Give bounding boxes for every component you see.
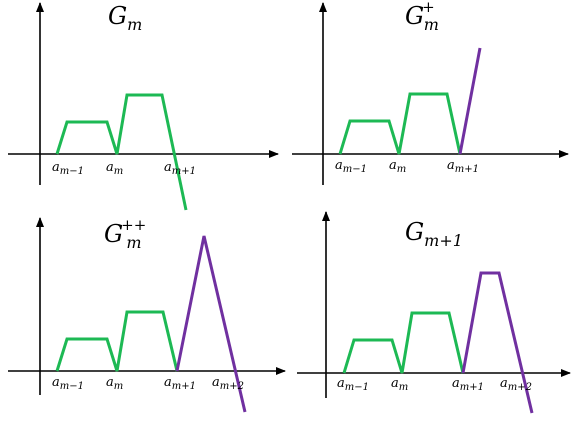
tick-label-a-m-plus-2: am+2: [212, 375, 244, 392]
panel-title: Gm+1: [405, 218, 463, 250]
added-segment-line: [461, 271, 534, 414]
tick-label-a-m-plus-1: am+1: [164, 160, 196, 177]
tick-label-a-m: am: [389, 158, 406, 175]
tick-label-a-m: am: [391, 376, 408, 393]
original-graph-line: [55, 93, 188, 211]
tick-label-a-m: am: [106, 160, 123, 177]
original-graph-line: [338, 92, 462, 155]
panel-g-m: Gm am−1 am am+1: [8, 2, 279, 211]
tick-label-a-m-minus-1: am−1: [52, 375, 84, 392]
tick-label-a-m-minus-1: am−1: [52, 160, 84, 177]
added-segment-line: [458, 47, 482, 155]
original-graph-line: [55, 310, 179, 372]
tick-label-a-m-plus-1: am+1: [452, 376, 484, 393]
original-graph-line: [342, 311, 465, 374]
panel-title: Gm: [108, 2, 142, 34]
panel-title: G++ m: [104, 216, 146, 252]
panel-title: G+ m: [405, 0, 439, 34]
tick-label-a-m-plus-2: am+2: [500, 376, 532, 393]
panel-g-m-plus-1: Gm+1 am−1 am am+1 am+2: [297, 211, 571, 414]
tick-label-a-m-minus-1: am−1: [335, 158, 367, 175]
panel-g-m-plus: G+ m am−1 am am+1: [292, 0, 569, 185]
tick-label-a-m-plus-1: am+1: [447, 158, 479, 175]
tick-label-a-m: am: [106, 375, 123, 392]
panel-g-m-plus-plus: G++ m am−1 am am+1 am+2: [8, 216, 286, 413]
tick-label-a-m-plus-1: am+1: [164, 375, 196, 392]
tick-label-a-m-minus-1: am−1: [337, 376, 369, 393]
added-segment-line: [175, 235, 247, 413]
